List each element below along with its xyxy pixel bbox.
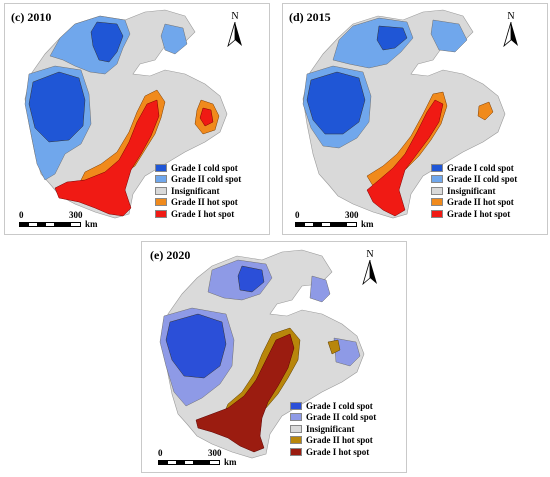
north-arrow: N bbox=[503, 12, 519, 53]
scale-bar: 0 300 km bbox=[295, 210, 374, 229]
legend: Grade I cold spot Grade II cold spot Ins… bbox=[155, 162, 241, 220]
legend-item: Grade I hot spot bbox=[431, 208, 517, 220]
map-2015 bbox=[302, 9, 506, 219]
legend-item: Grade II hot spot bbox=[290, 435, 376, 447]
legend-swatch bbox=[290, 436, 302, 445]
region-cold1-north bbox=[376, 25, 408, 51]
scale-bar-graphic bbox=[295, 222, 357, 227]
region-hot1-east bbox=[199, 107, 214, 127]
north-arrow-icon bbox=[503, 21, 518, 48]
region-cold2-ne bbox=[160, 23, 188, 55]
legend-swatch bbox=[155, 209, 167, 218]
north-label: N bbox=[366, 249, 374, 260]
map-2020 bbox=[159, 249, 365, 459]
legend-item: Grade I cold spot bbox=[290, 400, 376, 412]
region-hot1-belt bbox=[366, 99, 444, 217]
panel-title: (c) 2010 bbox=[11, 10, 52, 24]
legend-item: Grade I cold spot bbox=[431, 162, 517, 174]
region-hot2-east bbox=[327, 339, 341, 355]
scale-bar-graphic bbox=[158, 460, 220, 465]
region-cold1-west bbox=[165, 313, 227, 379]
north-label: N bbox=[231, 11, 239, 22]
legend-swatch bbox=[431, 175, 443, 184]
legend-item: Grade II hot spot bbox=[155, 197, 241, 209]
scale-bar-graphic bbox=[19, 222, 81, 227]
legend-swatch bbox=[155, 186, 167, 195]
map-panel-2020: (e) 2020 N Grade I cold spot Grade II co… bbox=[141, 241, 407, 473]
legend-swatch bbox=[431, 209, 443, 218]
legend-swatch bbox=[155, 198, 167, 207]
north-arrow: N bbox=[227, 12, 243, 53]
region-cold2-ne bbox=[430, 19, 468, 53]
legend-swatch bbox=[290, 447, 302, 456]
region-cold1-west bbox=[306, 71, 366, 135]
region-cold1-west bbox=[28, 71, 86, 143]
north-arrow: N bbox=[362, 250, 378, 291]
region-hot2-east bbox=[477, 101, 494, 121]
north-label: N bbox=[507, 11, 515, 22]
legend-item: Grade I hot spot bbox=[290, 446, 376, 458]
scale-bar: 0 300 km bbox=[19, 210, 98, 229]
legend-swatch bbox=[155, 175, 167, 184]
legend-item: Grade II cold spot bbox=[155, 174, 241, 186]
panel-title: (e) 2020 bbox=[150, 248, 191, 262]
panel-title: (d) 2015 bbox=[289, 10, 331, 24]
region-cold2-east bbox=[333, 337, 361, 367]
legend: Grade I cold spot Grade II cold spot Ins… bbox=[431, 162, 517, 220]
region-cold2-ne bbox=[309, 275, 331, 303]
scale-bar: 0 300 km bbox=[158, 448, 237, 467]
legend-swatch bbox=[431, 198, 443, 207]
legend-item: Insignificant bbox=[290, 423, 376, 435]
legend-swatch bbox=[290, 401, 302, 410]
legend-item: Insignificant bbox=[155, 185, 241, 197]
map-panel-2015: (d) 2015 N Grade I cold spot Grade II co… bbox=[282, 3, 548, 235]
legend-swatch bbox=[431, 186, 443, 195]
legend-item: Grade I cold spot bbox=[155, 162, 241, 174]
legend: Grade I cold spot Grade II cold spot Ins… bbox=[290, 400, 376, 458]
legend-item: Insignificant bbox=[431, 185, 517, 197]
legend-item: Grade I hot spot bbox=[155, 208, 241, 220]
map-2010 bbox=[24, 9, 228, 219]
legend-swatch bbox=[290, 413, 302, 422]
legend-swatch bbox=[431, 163, 443, 172]
north-arrow-icon bbox=[362, 259, 377, 286]
legend-item: Grade II cold spot bbox=[431, 174, 517, 186]
region-hot1-belt bbox=[54, 99, 160, 217]
legend-swatch bbox=[290, 424, 302, 433]
legend-swatch bbox=[155, 163, 167, 172]
legend-item: Grade II cold spot bbox=[290, 412, 376, 424]
map-panel-2010: (c) 2010 N Grade I cold spot Grade II co… bbox=[4, 3, 270, 235]
north-arrow-icon bbox=[227, 21, 242, 48]
legend-item: Grade II hot spot bbox=[431, 197, 517, 209]
region-cold1-north bbox=[237, 265, 265, 293]
region-cold1-north bbox=[90, 21, 124, 63]
region-hot1-belt bbox=[195, 333, 295, 453]
